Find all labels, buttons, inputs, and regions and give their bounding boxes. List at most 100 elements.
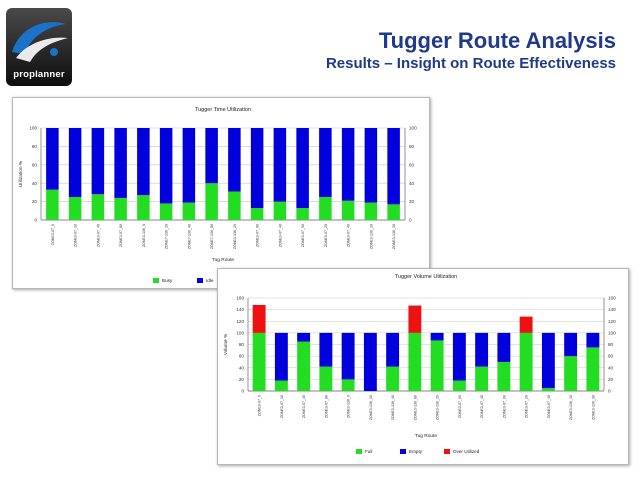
bar-full [274, 380, 288, 391]
y-tick-label-right: 60 [608, 354, 614, 359]
y-tick-label-right: 0 [409, 218, 412, 223]
y-tick-label-right: 120 [608, 319, 616, 324]
bar-busy [91, 194, 105, 220]
x-tick-label: ZONE3-07_00 [256, 224, 260, 247]
y-tick-label-right: 80 [409, 144, 415, 149]
x-tick-label: ZONE3-07_10 [280, 395, 284, 418]
slide-title: Tugger Route Analysis [378, 28, 616, 53]
chart-title: Tugger Time Utilization [195, 107, 251, 113]
bar-idle [205, 128, 218, 184]
bar-busy [387, 204, 400, 220]
x-tick-label: ZONE3-136_30 [591, 395, 595, 420]
bar-idle [296, 128, 309, 209]
slide-subtitle: Results – Insight on Route Effectiveness [325, 55, 616, 72]
legend-swatch [444, 449, 450, 454]
x-tick-label: ZONE3-07_40 [278, 224, 282, 247]
x-tick-label: ZONE3-07_80 [119, 224, 123, 247]
x-tick-label: ZONE3-07_00 [458, 395, 462, 418]
bar-empty [586, 332, 600, 348]
volume-utilization-chart-panel: Tugger Volume Utilization 0 0 20 20 40 40 60 60 8… [217, 268, 629, 465]
x-tick-label: ZONE3-136_80 [413, 395, 417, 420]
x-tick-label: ZONE3-07_00 [502, 395, 506, 418]
bar-busy [137, 195, 150, 220]
bar-busy [296, 208, 309, 220]
y-tick-label: 60 [239, 354, 245, 359]
bar-busy [319, 197, 332, 220]
bar-empty [274, 332, 288, 381]
x-tick-label: ZONE3-07_40 [347, 224, 351, 247]
bar-full [564, 356, 578, 391]
y-tick-label-right: 160 [608, 296, 616, 301]
y-axis-label: Volume % [223, 333, 229, 355]
bar-idle [341, 128, 355, 201]
bar-idle [137, 128, 150, 196]
x-tick-label: ZONE3-07_40 [302, 395, 306, 418]
bar-over-utilized [519, 316, 533, 333]
x-tick-label: ZONE7-136_80 [210, 224, 214, 249]
bar-empty [497, 332, 511, 362]
x-tick-label: ZONE3-07_40 [96, 224, 100, 247]
legend-label: Over Utilized [453, 449, 480, 454]
y-tick-label: 100 [236, 330, 244, 335]
bar-busy [205, 183, 218, 220]
bar-full [430, 340, 444, 391]
bar-empty [363, 332, 377, 391]
bar-full [586, 347, 600, 391]
bar-full [541, 388, 555, 391]
bar-idle [319, 128, 332, 197]
bar-full [519, 332, 533, 391]
x-tick-label: ZONE3-136_20 [436, 395, 440, 420]
bar-empty [386, 332, 400, 367]
y-tick-label-right: 100 [608, 330, 616, 335]
legend-swatch [153, 278, 159, 283]
x-tick-label: ZONE3-07_10 [74, 224, 78, 247]
y-tick-label: 140 [236, 307, 244, 312]
bar-busy [182, 202, 196, 220]
y-tick-label: 0 [241, 389, 244, 394]
legend-swatch [197, 278, 203, 283]
y-axis-label: Utilization % [18, 160, 24, 187]
bar-empty [297, 332, 311, 342]
legend-label: Busy [162, 278, 173, 283]
bar-full [252, 332, 266, 391]
bar-full [497, 361, 511, 391]
bar-idle [273, 128, 287, 202]
bar-empty [452, 332, 466, 381]
bar-idle [68, 128, 82, 197]
y-tick-label: 100 [29, 126, 37, 131]
x-tick-label: ZONE3-07_40 [547, 395, 551, 418]
x-tick-label: ZONE7-136_40 [187, 224, 191, 249]
bar-busy [250, 208, 264, 220]
y-tick-label-right: 20 [409, 199, 415, 204]
y-tick-label: 80 [239, 342, 245, 347]
bar-idle [114, 128, 127, 198]
bar-busy [46, 189, 59, 220]
x-tick-label: ZONE3-136_20 [233, 224, 237, 249]
proplanner-logo: proplanner [6, 8, 72, 86]
legend-swatch [400, 449, 406, 454]
volume-utilization-chart: Tugger Volume Utilization 0 0 20 20 40 40 60 60 8… [223, 274, 616, 454]
x-tick-label: ZONE3-136_30 [392, 224, 396, 249]
x-tick-label: ZONE3-07_00 [301, 224, 305, 247]
x-tick-label: ZONE3-136_40 [391, 395, 395, 420]
x-tick-label: ZONE3-07_40 [480, 395, 484, 418]
bar-idle [46, 128, 59, 190]
y-tick-label-right: 60 [409, 162, 415, 167]
bar-busy [114, 197, 127, 220]
time-utilization-chart-panel: Tugger Time Utilization 0 0 20 20 40 40 60 60 80 8… [12, 97, 430, 289]
x-tick-label: ZONE3-136_0 [142, 224, 146, 247]
y-tick-label: 40 [239, 365, 245, 370]
bar-idle [250, 128, 264, 209]
bar-idle [159, 128, 173, 204]
x-tick-label: ZONE3-07_0 [51, 224, 55, 245]
y-tick-label-right: 40 [608, 365, 614, 370]
bar-full [475, 366, 489, 391]
y-tick-label-right: 0 [608, 389, 611, 394]
bar-idle [91, 128, 105, 195]
bar-busy [159, 203, 173, 220]
y-tick-label: 120 [236, 319, 244, 324]
bar-empty [341, 332, 355, 380]
bar-busy [364, 202, 378, 220]
legend-label: Full [365, 449, 372, 454]
y-tick-label-right: 140 [608, 307, 616, 312]
